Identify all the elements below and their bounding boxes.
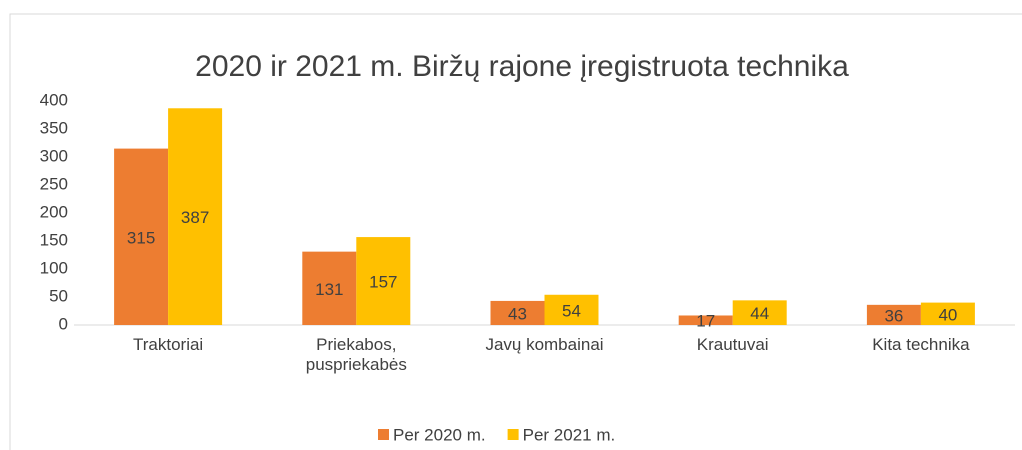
bar <box>544 294 599 325</box>
data-label: 131 <box>315 280 343 299</box>
bar <box>114 148 169 325</box>
data-label: 315 <box>127 228 155 247</box>
bar <box>302 251 357 325</box>
y-tick-label: 350 <box>40 118 68 137</box>
y-tick-label: 100 <box>40 258 68 277</box>
y-tick-label: 400 <box>40 90 68 109</box>
legend-label: Per 2020 m. <box>393 425 486 444</box>
data-label: 54 <box>562 301 581 320</box>
bar <box>678 315 733 325</box>
y-tick-label: 250 <box>40 174 68 193</box>
y-tick-label: 200 <box>40 202 68 221</box>
x-tick-label: Kita technika <box>872 335 970 354</box>
bar <box>356 237 411 325</box>
bar <box>866 304 921 325</box>
data-label: 387 <box>181 208 209 227</box>
legend-swatch <box>378 429 389 440</box>
bar <box>490 300 545 325</box>
data-label: 157 <box>369 273 397 292</box>
bar <box>732 300 787 325</box>
data-label: 44 <box>750 304 769 323</box>
y-tick-label: 50 <box>49 286 68 305</box>
chart-title: 2020 ir 2021 m. Biržų rajone įregistruot… <box>195 50 849 83</box>
bar <box>920 302 975 325</box>
legend-swatch <box>507 429 519 440</box>
x-tick-label: Krautuvai <box>696 335 769 354</box>
data-label: 43 <box>508 304 527 323</box>
data-label: 17 <box>696 312 715 331</box>
bar <box>168 108 223 325</box>
x-tick-label: Priekabos, puspriekabės <box>305 335 407 374</box>
chart-frame <box>9 13 1022 450</box>
data-label: 36 <box>884 306 903 325</box>
x-tick-label: Javų kombainai <box>485 335 604 354</box>
x-tick-label: Traktoriai <box>132 335 204 354</box>
y-tick-label: 300 <box>40 146 68 165</box>
data-label: 40 <box>938 305 957 324</box>
y-tick-label: 150 <box>40 230 68 249</box>
legend-label: Per 2021 m. <box>523 425 616 444</box>
y-tick-label: 0 <box>59 314 68 333</box>
